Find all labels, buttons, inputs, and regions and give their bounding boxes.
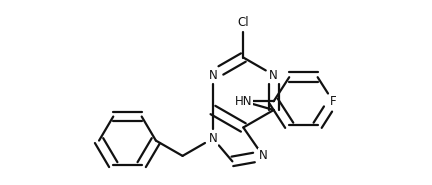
Text: N: N <box>269 68 278 82</box>
Text: N: N <box>209 68 217 82</box>
Text: Cl: Cl <box>238 16 249 29</box>
Text: F: F <box>330 95 336 108</box>
Text: N: N <box>259 149 267 162</box>
Text: HN: HN <box>235 95 252 108</box>
Text: N: N <box>209 132 217 145</box>
